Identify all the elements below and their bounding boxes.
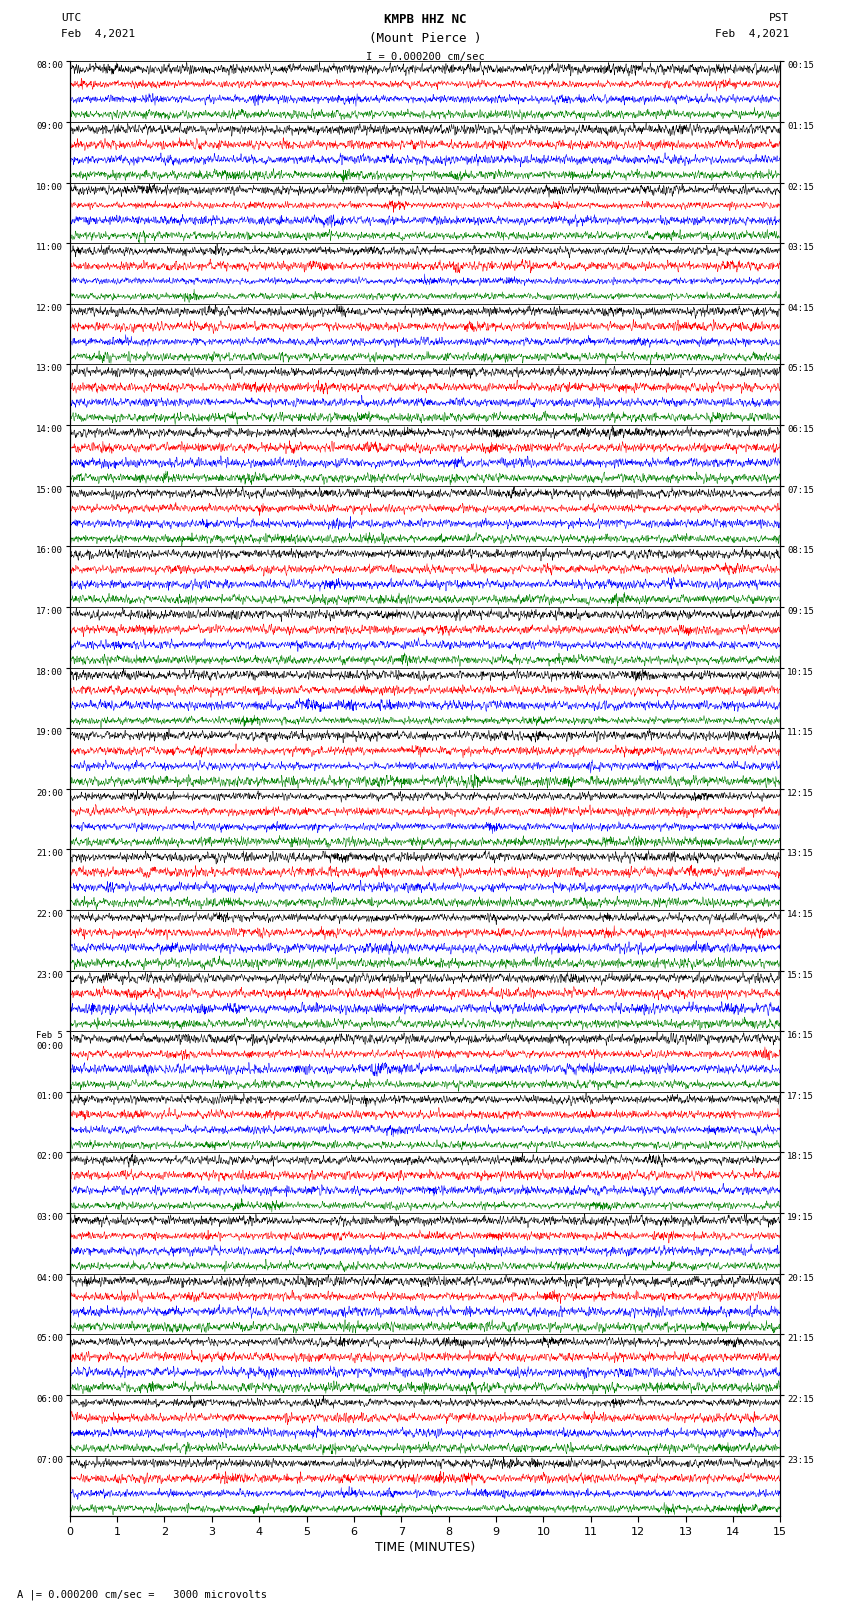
Text: UTC: UTC [61,13,82,23]
X-axis label: TIME (MINUTES): TIME (MINUTES) [375,1540,475,1553]
Text: (Mount Pierce ): (Mount Pierce ) [369,32,481,45]
Text: KMPB HHZ NC: KMPB HHZ NC [383,13,467,26]
Text: A |= 0.000200 cm/sec =   3000 microvolts: A |= 0.000200 cm/sec = 3000 microvolts [17,1589,267,1600]
Text: Feb  4,2021: Feb 4,2021 [61,29,135,39]
Text: Feb  4,2021: Feb 4,2021 [715,29,789,39]
Text: PST: PST [768,13,789,23]
Text: I = 0.000200 cm/sec: I = 0.000200 cm/sec [366,52,484,61]
